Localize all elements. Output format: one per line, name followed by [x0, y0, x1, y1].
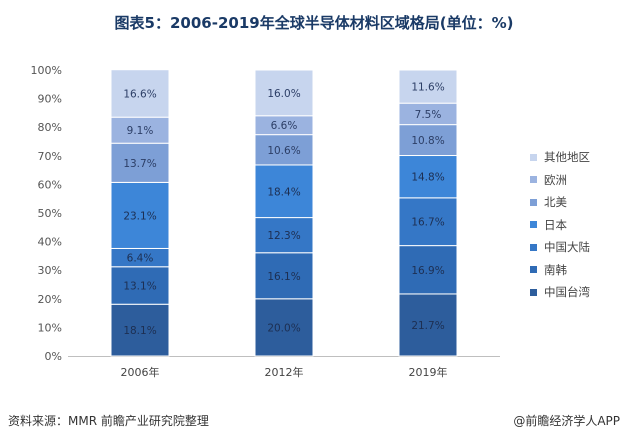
- chart-title: 图表5：2006-2019年全球半导体材料区域格局(单位：%): [114, 14, 514, 32]
- y-tick-label: 30%: [38, 264, 62, 277]
- bar-segment: [254, 69, 314, 117]
- y-tick-label: 50%: [38, 207, 62, 220]
- data-label: 18.4%: [267, 186, 300, 198]
- data-label: 16.1%: [267, 271, 300, 283]
- y-tick-label: 10%: [38, 321, 62, 334]
- data-label: 6.6%: [271, 120, 298, 132]
- data-label: 20.0%: [267, 322, 300, 334]
- data-label: 10.8%: [411, 135, 444, 147]
- legend-swatch: [530, 243, 537, 251]
- x-tick-label: 2019年: [409, 365, 448, 379]
- legend-swatch: [530, 176, 537, 184]
- bar-segment: [110, 266, 170, 305]
- data-label: 16.9%: [411, 265, 444, 277]
- y-tick-label: 60%: [38, 178, 62, 191]
- bar-segment: [110, 142, 170, 183]
- y-tick-label: 70%: [38, 150, 62, 163]
- x-tick-label: 2012年: [265, 365, 304, 379]
- legend-label: 其他地区: [544, 150, 590, 165]
- legend-label: 南韩: [544, 262, 567, 277]
- data-label: 16.0%: [267, 88, 300, 100]
- data-label: 7.5%: [415, 109, 442, 121]
- y-tick-label: 100%: [31, 64, 62, 77]
- legend-item: 中国大陆: [530, 236, 590, 259]
- data-label: 16.6%: [123, 88, 156, 100]
- stacked-bar-chart: 0% 10% 20% 30% 40% 50% 60% 70% 80% 90% 100% 18.1% 13…: [31, 64, 500, 379]
- bar-segment: [398, 69, 458, 104]
- data-label: 14.8%: [411, 172, 444, 184]
- data-label: 13.7%: [123, 158, 156, 170]
- data-label: 11.6%: [411, 82, 444, 94]
- legend-swatch: [530, 266, 537, 274]
- legend-item: 北美: [530, 191, 590, 214]
- bar-segment: [254, 252, 314, 300]
- legend-item: 中国台湾: [530, 281, 590, 304]
- legend-swatch: [530, 198, 537, 206]
- data-label: 6.4%: [127, 253, 154, 265]
- legend-label: 北美: [544, 195, 567, 210]
- y-tick-label: 0%: [45, 350, 62, 363]
- data-label: 21.7%: [411, 320, 444, 332]
- legend-label: 欧洲: [544, 172, 567, 187]
- source-note: 资料来源：MMR 前瞻产业研究院整理: [8, 414, 209, 428]
- bar-segment: [110, 303, 170, 357]
- data-label: 16.7%: [411, 217, 444, 229]
- bar-segment: [110, 69, 170, 118]
- bar-segment: [254, 298, 314, 357]
- data-label: 12.3%: [267, 230, 300, 242]
- legend-swatch: [530, 221, 537, 229]
- legend-item: 其他地区: [530, 146, 590, 169]
- bar-segment: [254, 134, 314, 166]
- bar-segment: [254, 164, 314, 219]
- y-tick-label: 90%: [38, 93, 62, 106]
- y-tick-label: 20%: [38, 293, 62, 306]
- legend-item: 南韩: [530, 259, 590, 282]
- brand-note: @前瞻经济学人APP: [513, 414, 620, 428]
- data-label: 18.1%: [123, 325, 156, 337]
- legend-label: 中国大陆: [544, 240, 590, 255]
- legend-item: 欧洲: [530, 169, 590, 192]
- bar-segment: [110, 181, 170, 249]
- data-label: 10.6%: [267, 145, 300, 157]
- data-label: 9.1%: [127, 125, 154, 137]
- bar-segment: [398, 124, 458, 157]
- bar-segment: [398, 245, 458, 295]
- data-label: 13.1%: [123, 281, 156, 293]
- legend-item: 日本: [530, 214, 590, 237]
- legend-swatch: [530, 288, 537, 296]
- bar-segment: [398, 197, 458, 247]
- y-tick-label: 80%: [38, 121, 62, 134]
- x-tick-label: 2006年: [121, 365, 160, 379]
- y-tick-label: 40%: [38, 236, 62, 249]
- legend-label: 日本: [544, 217, 567, 232]
- legend-swatch: [530, 153, 537, 161]
- bar-segment: [398, 155, 458, 199]
- chart-legend: 其他地区欧洲北美日本中国大陆南韩中国台湾: [530, 146, 590, 304]
- legend-label: 中国台湾: [544, 285, 590, 300]
- data-label: 23.1%: [123, 210, 156, 222]
